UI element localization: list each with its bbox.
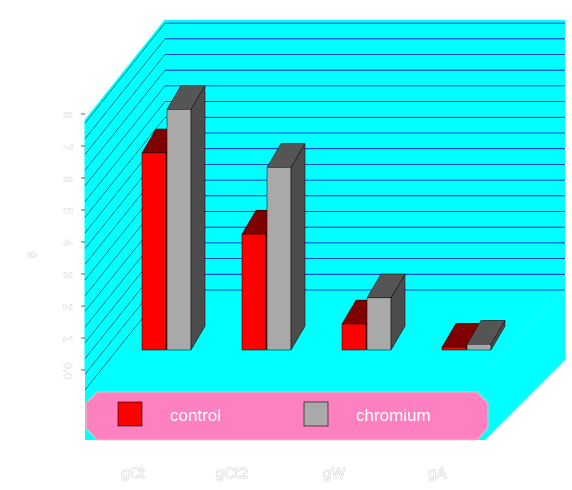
category-label-gW: gW <box>323 466 346 482</box>
y-tick-label: 2 <box>61 304 74 311</box>
x-axis-categories: gCt gCt2 gW gA <box>121 466 448 483</box>
y-tick-label: 3 <box>61 272 74 279</box>
legend-box <box>85 391 489 441</box>
bar-front-chromium-gW <box>366 297 392 351</box>
y-tick-label: 6 <box>61 176 74 183</box>
y-tick-label: 7 <box>61 144 74 151</box>
legend-label-control: control <box>170 406 221 425</box>
category-label-gA: gA <box>428 466 447 482</box>
base-side <box>485 290 565 440</box>
bar-top-chromium-gW <box>366 273 406 299</box>
bar-top-chromium-gA <box>466 320 506 345</box>
category-label-gCt: gCt <box>121 466 146 482</box>
bars <box>141 84 506 351</box>
gridline-side <box>84 38 166 139</box>
bar-front-chromium-gA <box>466 343 492 351</box>
y-tick-label: 0.0 <box>61 362 74 380</box>
bar-top-chromium-gCt <box>166 85 206 110</box>
bar-side-chromium-gCt2 <box>290 142 306 351</box>
gridline-side <box>84 70 166 171</box>
y-tick-label: 8 <box>61 112 74 119</box>
bar-side-chromium-gCt <box>190 84 206 351</box>
legend: control chromium <box>85 391 489 441</box>
legend-swatch-chromium <box>303 401 329 427</box>
bar-front-chromium-gCt <box>166 109 192 351</box>
bar-top-chromium-gCt2 <box>266 143 306 168</box>
bar-front-control-gA <box>441 346 467 351</box>
bar-front-control-gCt2 <box>241 233 267 351</box>
category-label-gCt2: gCt2 <box>215 466 248 482</box>
gridline-side <box>84 117 166 218</box>
bar-front-chromium-gCt2 <box>266 167 292 351</box>
y-tick-label: 5 <box>61 208 74 215</box>
back-wall <box>165 20 565 290</box>
y-tick-label: 1 <box>61 336 74 343</box>
bar-front-control-gCt <box>141 152 167 351</box>
legend-label-chromium: chromium <box>356 406 431 425</box>
gridline-side <box>84 101 166 202</box>
legend-swatch-control <box>117 401 143 427</box>
gridline-side <box>84 85 166 187</box>
gridline-side <box>84 22 166 124</box>
bar-front-control-gW <box>341 323 367 351</box>
gridline-side <box>84 54 166 155</box>
y-axis-ticks: 0.0 1 2 3 4 5 6 7 8 <box>61 111 85 380</box>
y-axis-label: g <box>27 252 40 259</box>
y-tick-label: 4 <box>61 240 74 247</box>
